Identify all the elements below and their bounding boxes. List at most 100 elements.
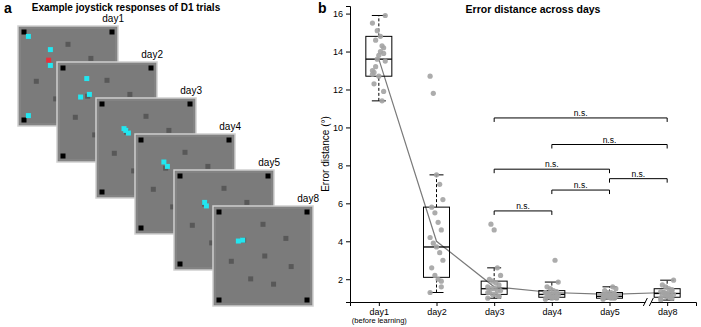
stimulus-screen: [213, 206, 313, 306]
plot-area: [366, 13, 680, 302]
x-tick-mark: [494, 302, 495, 306]
target-location: [73, 115, 78, 120]
x-tick-mark: [379, 302, 380, 306]
y-tick-label: 10: [333, 123, 343, 133]
data-point: [661, 290, 666, 295]
y-tick: 8: [338, 161, 350, 171]
corner-marker: [178, 262, 183, 267]
x-tick-label: day2: [427, 307, 447, 317]
corner-marker: [266, 174, 271, 179]
day-label: day1: [102, 13, 124, 24]
comparison-bracket: [552, 145, 667, 149]
x-tick-mark: [437, 302, 438, 306]
data-point: [383, 58, 388, 63]
box: [481, 222, 507, 301]
data-point: [439, 279, 444, 284]
box: [654, 278, 680, 302]
data-point: [428, 74, 433, 79]
y-tick-label: 8: [338, 161, 343, 171]
data-point: [437, 182, 442, 187]
panel-label: a: [4, 0, 12, 16]
target-location: [112, 151, 117, 156]
d1-target: [46, 58, 51, 63]
target-location: [271, 282, 276, 287]
data-point: [543, 290, 548, 295]
data-point: [671, 278, 676, 283]
data-point: [376, 74, 381, 79]
figure: aExample joystick responses of D1 trials…: [0, 0, 701, 327]
y-tick-label: 6: [338, 199, 343, 209]
data-point: [428, 235, 433, 240]
y-axis-line: [346, 7, 351, 303]
response: [204, 203, 209, 208]
corner-marker: [100, 190, 105, 195]
y-tick: 6: [338, 199, 350, 209]
x-tick: day3: [485, 302, 505, 317]
target-location: [289, 264, 294, 269]
corner-marker: [149, 66, 154, 71]
data-point: [487, 277, 492, 282]
target-location: [205, 164, 210, 169]
data-point: [439, 284, 444, 289]
corner-marker: [139, 226, 144, 231]
x-tick: day4: [543, 302, 563, 317]
data-point: [431, 241, 436, 246]
y-tick-mark: [346, 52, 350, 53]
response: [87, 92, 92, 97]
x-tick-label: day3: [485, 307, 505, 317]
data-point: [492, 227, 497, 232]
data-point: [601, 297, 606, 302]
data-point: [658, 296, 663, 301]
day-label: day4: [219, 121, 241, 132]
target-location: [190, 223, 195, 228]
data-point: [370, 20, 375, 25]
corner-marker: [217, 298, 222, 303]
box: [597, 284, 623, 302]
response: [161, 160, 166, 165]
data-point: [485, 290, 490, 295]
chart-title: Error distance across days: [466, 3, 601, 15]
corner-marker: [217, 210, 222, 215]
target-location: [166, 128, 171, 133]
comparison-label: n.s.: [574, 108, 588, 118]
corner-marker: [139, 138, 144, 143]
y-tick-mark: [346, 241, 350, 242]
box: [424, 74, 450, 296]
data-point: [383, 13, 388, 18]
y-axis: 246810121416: [333, 7, 351, 303]
target-location: [283, 236, 288, 241]
box: [366, 13, 392, 104]
y-tick: 16: [333, 9, 350, 19]
data-point: [431, 91, 436, 96]
comparison-label: n.s.: [574, 180, 588, 190]
box: [539, 258, 565, 302]
y-tick-label: 2: [338, 275, 343, 285]
corner-marker: [100, 102, 105, 107]
comparison-label: n.s.: [545, 159, 559, 169]
data-point: [661, 290, 666, 295]
y-tick-mark: [346, 127, 350, 128]
data-point: [496, 294, 501, 299]
y-tick-label: 16: [333, 9, 343, 19]
data-point: [498, 273, 503, 278]
x-tick-mark: [552, 302, 553, 306]
panel-a: aExample joystick responses of D1 trials…: [4, 0, 319, 306]
data-point: [554, 294, 559, 299]
y-tick-mark: [346, 14, 350, 15]
comparison-label: n.s.: [631, 169, 645, 179]
corner-marker: [188, 102, 193, 107]
canvas: aExample joystick responses of D1 trials…: [0, 0, 701, 327]
y-tick-mark: [346, 279, 350, 280]
response: [48, 47, 53, 52]
y-tick-label: 12: [333, 85, 343, 95]
screen-frame: [213, 206, 313, 306]
x-axis: day1(before learning)day2day3day4day5day…: [351, 302, 697, 325]
x-tick-mark: [610, 302, 611, 306]
data-point: [429, 265, 434, 270]
data-point: [378, 34, 383, 39]
data-point: [428, 290, 433, 295]
data-point: [381, 45, 386, 50]
screen-inner: [215, 208, 311, 304]
day-label: day3: [180, 85, 202, 96]
y-tick: 10: [333, 123, 350, 133]
